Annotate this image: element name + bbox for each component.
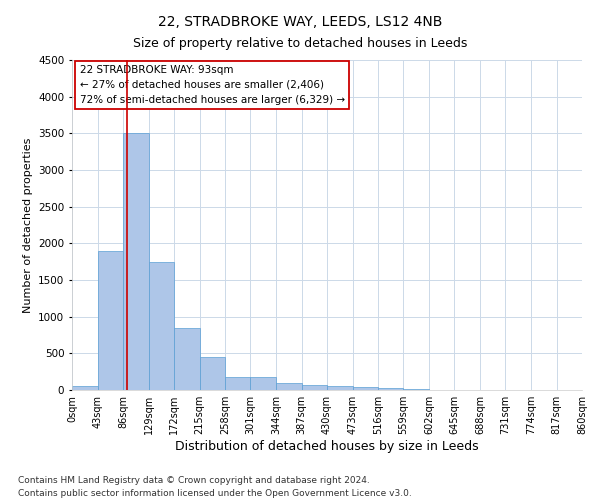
Bar bbox=[353, 388, 378, 390]
Bar bbox=[225, 377, 251, 390]
Bar bbox=[276, 382, 302, 390]
Text: Contains public sector information licensed under the Open Government Licence v3: Contains public sector information licen… bbox=[18, 488, 412, 498]
Bar bbox=[378, 388, 403, 390]
Bar bbox=[97, 250, 123, 390]
Bar bbox=[123, 134, 149, 390]
Text: 22 STRADBROKE WAY: 93sqm
← 27% of detached houses are smaller (2,406)
72% of sem: 22 STRADBROKE WAY: 93sqm ← 27% of detach… bbox=[80, 65, 345, 104]
Text: 22, STRADBROKE WAY, LEEDS, LS12 4NB: 22, STRADBROKE WAY, LEEDS, LS12 4NB bbox=[158, 15, 442, 29]
Text: Size of property relative to detached houses in Leeds: Size of property relative to detached ho… bbox=[133, 38, 467, 51]
Bar bbox=[72, 386, 97, 390]
Text: Contains HM Land Registry data © Crown copyright and database right 2024.: Contains HM Land Registry data © Crown c… bbox=[18, 476, 370, 485]
Bar bbox=[174, 328, 199, 390]
Bar bbox=[199, 357, 225, 390]
Bar bbox=[327, 386, 353, 390]
Bar bbox=[302, 385, 327, 390]
Bar bbox=[149, 262, 174, 390]
Y-axis label: Number of detached properties: Number of detached properties bbox=[23, 138, 32, 312]
X-axis label: Distribution of detached houses by size in Leeds: Distribution of detached houses by size … bbox=[175, 440, 479, 453]
Bar bbox=[251, 377, 276, 390]
